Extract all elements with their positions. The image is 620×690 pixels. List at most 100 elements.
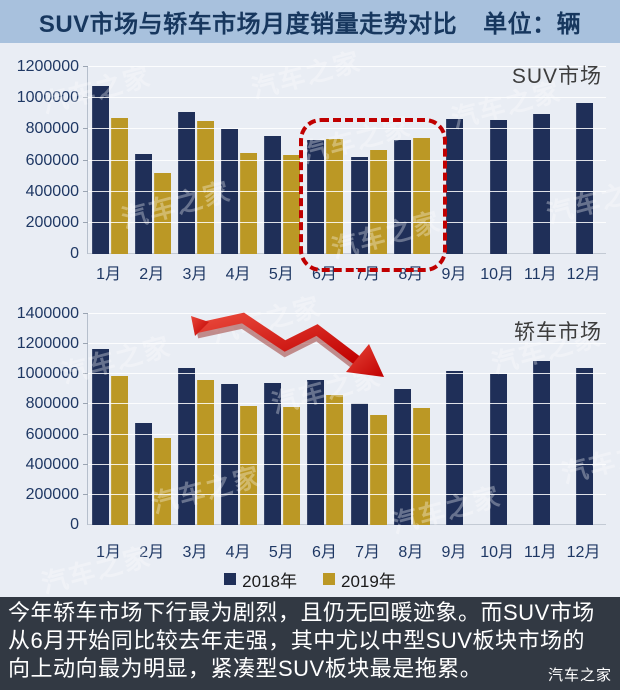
- bar-2018年-11月: [532, 360, 550, 525]
- bar-2018年-1月: [91, 349, 109, 525]
- bar-2019年-5月: [283, 155, 301, 254]
- bar-group-2月: [131, 67, 174, 254]
- bar-2018年-2月: [134, 154, 152, 254]
- x-tick-label-3月: 3月: [182, 544, 208, 561]
- bar-2018年-6月: [307, 140, 325, 254]
- gridline: [88, 433, 606, 435]
- axis-tick-mark: [83, 373, 88, 375]
- sedan-chart-y-axis: 0 200000 400000 600000 800000 1000000 1200000 1…: [0, 305, 87, 533]
- footer-line-3: 向上动向最为明显，紧凑型SUV板块最是拖累。: [8, 656, 483, 681]
- y-tick-label: 1400000: [16, 305, 79, 322]
- x-tick-label-2月: 2月: [139, 266, 165, 283]
- gridline: [88, 313, 606, 314]
- bar-2018年-6月: [307, 379, 325, 525]
- x-tick-label-4月: 4月: [225, 266, 251, 283]
- axis-tick-mark: [83, 343, 88, 345]
- bar-2018年-7月: [350, 156, 368, 254]
- y-tick-label: 600000: [25, 151, 79, 169]
- bar-group-4月: [218, 67, 261, 254]
- y-tick-label: 200000: [25, 485, 79, 503]
- suv-chart-plot-area: [83, 66, 606, 254]
- downtrend-arrow-icon: [191, 312, 384, 377]
- x-tick-label-11月: 11月: [523, 266, 557, 283]
- bar-2019年-3月: [196, 120, 214, 254]
- gridline: [88, 159, 606, 161]
- bar-2018年-5月: [264, 382, 282, 525]
- bar-group-5月: [261, 314, 304, 525]
- gridline: [88, 493, 606, 495]
- bar-2019年-4月: [240, 405, 258, 525]
- suv-chart-baseline: [88, 253, 606, 254]
- page-title: SUV市场与轿车市场月度销量走势对比: [38, 11, 458, 38]
- gridline: [88, 373, 606, 375]
- bar-2018年-3月: [177, 112, 195, 254]
- bar-2018年-9月: [446, 371, 464, 525]
- bar-group-11月: [520, 314, 563, 525]
- x-tick-label-9月: 9月: [441, 544, 467, 561]
- bar-group-12月: [563, 314, 606, 525]
- bar-2018年-8月: [393, 140, 411, 254]
- sedan-chart-bars: [88, 314, 606, 525]
- x-tick-label-3月: 3月: [182, 266, 208, 283]
- axis-tick-mark: [83, 403, 88, 405]
- footer-line-1: 今年轿车市场下行最为剧烈，且仍无回暖迹象。而SUV市场: [8, 600, 595, 625]
- bar-2018年-10月: [489, 119, 507, 254]
- x-tick-label-4月: 4月: [225, 544, 251, 561]
- bar-2019年-2月: [153, 172, 171, 254]
- gridline: [88, 97, 606, 99]
- bar-group-12月: [563, 67, 606, 254]
- bar-group-2月: [131, 314, 174, 525]
- axis-tick-mark: [83, 463, 88, 465]
- bar-2018年-3月: [177, 368, 195, 525]
- legend-swatch-2019: [323, 573, 335, 585]
- legend-label-2019: 2019年: [341, 571, 396, 591]
- x-tick-label-12月: 12月: [566, 544, 601, 561]
- gridline: [88, 66, 606, 67]
- bar-group-5月: [261, 67, 304, 254]
- bar-group-6月: [304, 67, 347, 254]
- axis-tick-mark: [83, 128, 88, 130]
- axis-tick-mark: [83, 159, 88, 161]
- sedan-chart-x-axis: 1月 2月 3月 4月 5月 6月 7月 8月 9月 10月 11月 12月: [87, 538, 605, 562]
- bar-2019年-3月: [196, 380, 214, 525]
- y-tick-label: 0: [70, 245, 79, 262]
- y-tick-label: 200000: [25, 213, 79, 231]
- unit-label: 单位：辆: [483, 11, 582, 38]
- gridline: [88, 190, 606, 192]
- bar-2019年-1月: [110, 375, 128, 525]
- bar-group-4月: [218, 314, 261, 525]
- bar-group-9月: [433, 67, 476, 254]
- bar-group-3月: [174, 314, 217, 525]
- legend-label-2018: 2018年: [242, 571, 297, 591]
- y-tick-label: 0: [70, 516, 79, 533]
- bar-2018年-9月: [446, 119, 464, 254]
- bar-2019年-8月: [412, 137, 430, 254]
- x-tick-label-5月: 5月: [268, 544, 294, 561]
- bar-group-9月: [433, 314, 476, 525]
- axis-tick-mark: [83, 97, 88, 99]
- suv-chart-title: SUV市场: [511, 65, 602, 88]
- x-tick-label-7月: 7月: [355, 544, 381, 561]
- axis-tick-mark: [83, 493, 88, 495]
- bar-2018年-12月: [575, 368, 593, 525]
- x-tick-label-11月: 11月: [523, 544, 557, 561]
- bar-2018年-4月: [221, 129, 239, 254]
- footer-commentary: 今年轿车市场下行最为剧烈，且仍无回暖迹象。而SUV市场 从6月开始同比较去年走强…: [0, 597, 620, 683]
- bar-2018年-11月: [532, 113, 550, 254]
- bar-group-7月: [347, 67, 390, 254]
- legend: 2018年 2019年: [0, 566, 620, 592]
- gridline: [88, 343, 606, 345]
- bar-group-8月: [390, 67, 433, 254]
- bar-group-1月: [88, 314, 131, 525]
- title-band: SUV市场与轿车市场月度销量走势对比 单位：辆: [0, 0, 620, 43]
- bar-2019年-4月: [240, 152, 258, 254]
- y-tick-label: 1000000: [16, 89, 79, 107]
- x-tick-label-9月: 9月: [441, 266, 467, 283]
- legend-swatch-2018: [224, 573, 237, 585]
- y-tick-label: 600000: [25, 425, 79, 443]
- bar-group-11月: [520, 67, 563, 254]
- bar-2018年-8月: [393, 388, 411, 525]
- axis-tick-mark: [83, 433, 88, 435]
- bar-2019年-1月: [110, 118, 128, 254]
